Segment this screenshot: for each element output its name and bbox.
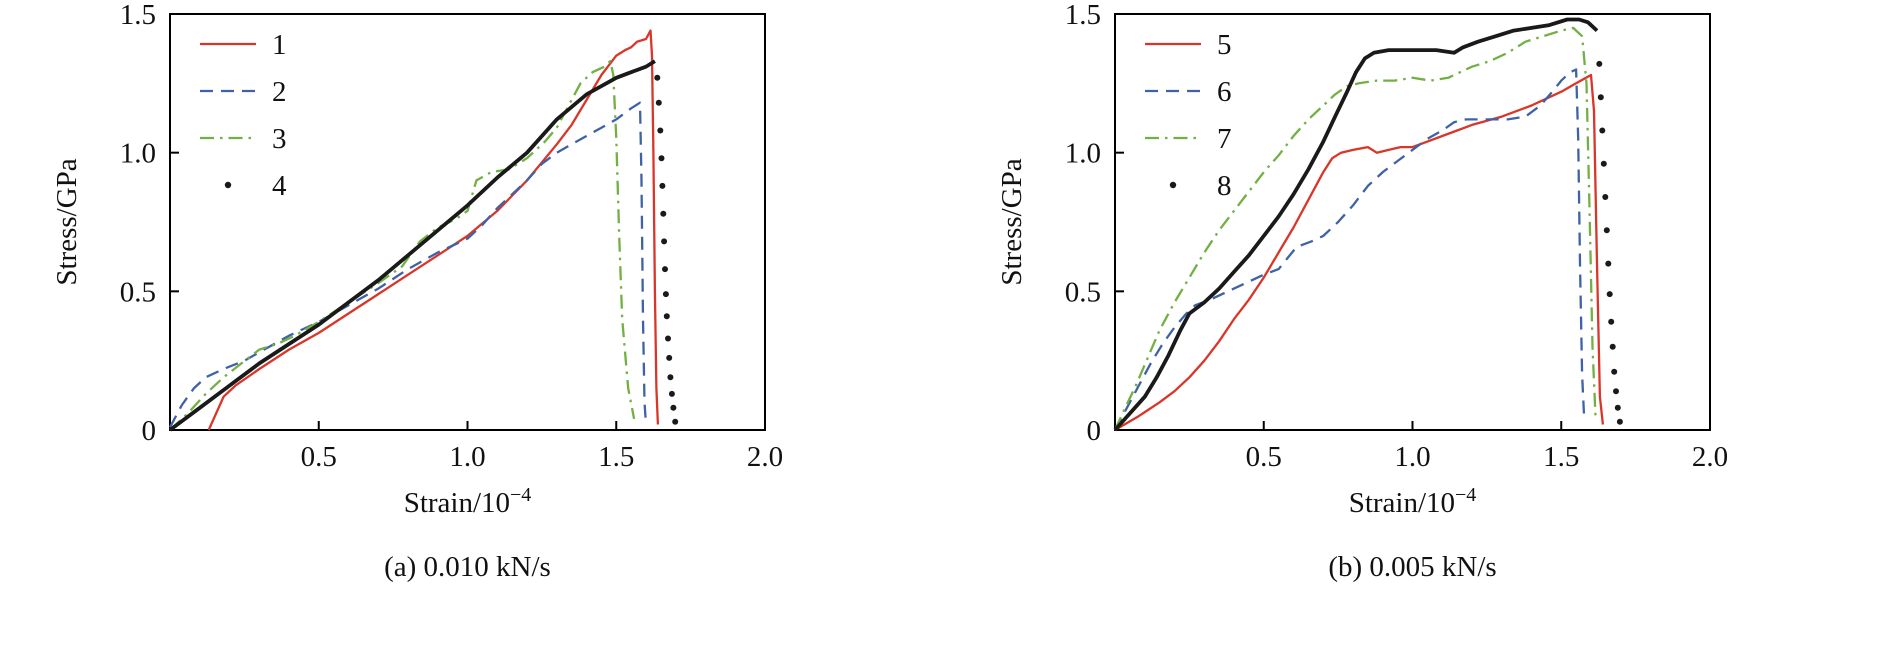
series-1-line (207, 29, 660, 431)
series-8-dot (1613, 388, 1619, 395)
legend-label: 4 (272, 170, 287, 202)
x-tick-label: 1.5 (598, 441, 634, 473)
series-7-line (1113, 26, 1597, 431)
series-8-line (1113, 17, 1599, 432)
series-8-dot (1602, 194, 1609, 200)
x-tick-label: 0.5 (1246, 441, 1282, 473)
series-8-dot (1616, 418, 1623, 425)
series-5-line (1114, 73, 1605, 431)
series-8-dot (1599, 127, 1606, 134)
legend-marker-dot (1169, 181, 1177, 189)
y-tick-label: 1.0 (1065, 138, 1101, 170)
series-4-dot (655, 99, 662, 106)
legend-label: 8 (1217, 170, 1232, 202)
legend-marker-dot (224, 181, 232, 189)
series-4-dot (668, 390, 675, 397)
chart-panel-a: 0.5 1.0 1.5 2.0 0 0.5 1.0 1.5 Strain/10−4 Stress/… (51, 0, 783, 583)
series-4-dot (659, 182, 666, 189)
series-8-dot (1603, 227, 1610, 234)
legend-label: 3 (272, 123, 287, 155)
x-axis-label: Strain/10−4 (404, 484, 532, 519)
series-8-dot (1609, 343, 1616, 350)
series-8-dot (1614, 404, 1621, 411)
series-8-dot (1608, 318, 1615, 325)
series-8-dot (1605, 260, 1612, 267)
y-tick-label: 1.5 (1065, 0, 1101, 31)
series-8-dot (1606, 291, 1613, 298)
series-4-dot (663, 313, 670, 320)
y-tick-label: 1.0 (120, 138, 156, 170)
series-4-dot (660, 210, 667, 217)
x-tick-label: 1.0 (1394, 441, 1430, 473)
legend-label: 6 (1217, 76, 1232, 108)
y-tick-label: 0 (1087, 415, 1102, 447)
y-tick-label: 0 (142, 415, 157, 447)
series-4-line (168, 59, 656, 432)
stress-strain-chart-a: 0.5 1.0 1.5 2.0 0 0.5 1.0 1.5 Strain/10−4 Stress/… (51, 0, 783, 519)
series-2-line (168, 101, 648, 428)
series-4-dot (654, 74, 661, 81)
series-4-dot (672, 418, 679, 425)
chart-caption-a: (a) 0.010 kN/s (384, 551, 551, 583)
series-4-dot (667, 374, 674, 381)
series-8-dot (1600, 160, 1607, 167)
series-4-dot (658, 155, 665, 162)
legend-label: 1 (272, 29, 287, 61)
legend-label: 5 (1217, 29, 1232, 61)
x-axis-label: Strain/10−4 (1349, 484, 1477, 519)
plot-frame (1114, 13, 1711, 431)
chart-caption-b: (b) 0.005 kN/s (1328, 551, 1497, 583)
x-tick-label: 1.0 (449, 441, 485, 473)
stress-strain-chart-b: 0.5 1.0 1.5 2.0 0 0.5 1.0 1.5 Strain/10−4 Stress/… (996, 0, 1728, 519)
series-4-dot (662, 266, 668, 273)
series-4-dot (661, 238, 668, 245)
y-axis-label: Stress/GPa (51, 158, 83, 285)
x-tick-label: 2.0 (1692, 441, 1728, 473)
y-axis-label: Stress/GPa (996, 158, 1028, 285)
series-4-dot (665, 335, 671, 342)
legend-label: 7 (1217, 123, 1232, 155)
series-6-line (1113, 68, 1586, 431)
series-8-dot (1611, 368, 1618, 375)
y-tick-label: 1.5 (120, 0, 156, 31)
legend-label: 2 (272, 76, 287, 108)
series-4-dot (657, 127, 664, 134)
y-tick-label: 0.5 (1065, 276, 1101, 308)
series-8-dot (1597, 94, 1604, 101)
plot-frame (169, 13, 766, 431)
series-3-line (169, 59, 636, 431)
series-8-dot (1596, 60, 1603, 67)
series-4-dot (666, 354, 673, 361)
x-tick-label: 2.0 (747, 441, 783, 473)
chart-panel-b: 0.5 1.0 1.5 2.0 0 0.5 1.0 1.5 Strain/10−4 Stress/… (945, 0, 1890, 659)
series-4-dot (662, 291, 669, 298)
x-tick-label: 0.5 (301, 441, 337, 473)
y-tick-label: 0.5 (120, 276, 156, 308)
x-tick-label: 1.5 (1543, 441, 1579, 473)
series-4-dot (670, 404, 677, 411)
